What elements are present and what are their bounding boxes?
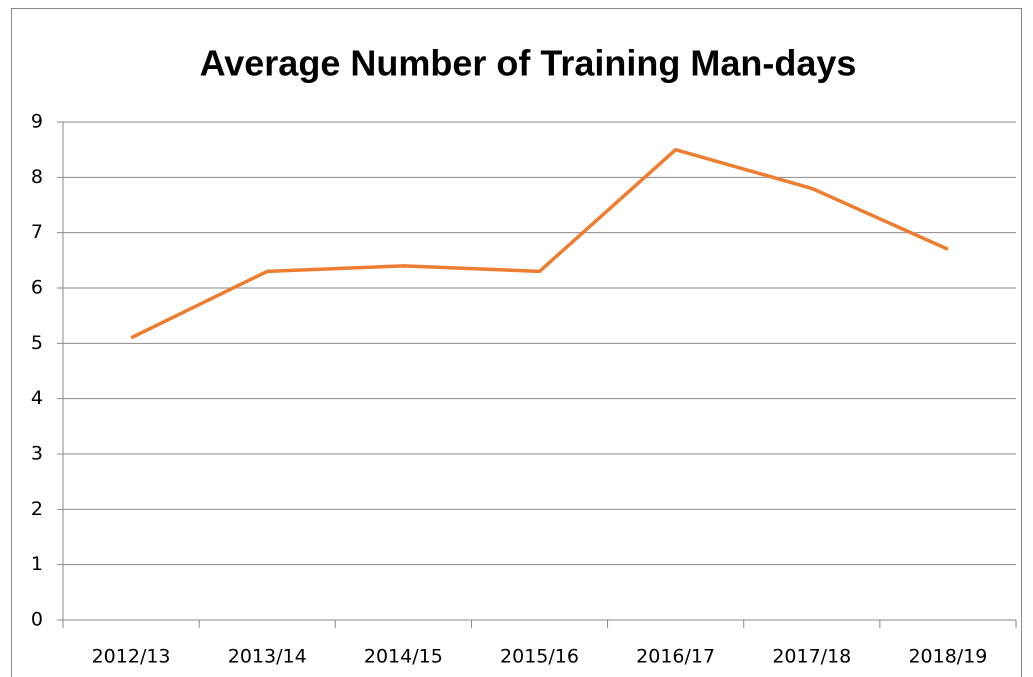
x-tick-label: 2013/14 — [228, 646, 307, 668]
x-tick-label: 2017/18 — [772, 646, 851, 668]
x-tick-label: 2018/19 — [908, 646, 987, 668]
x-tick-label: 2016/17 — [636, 646, 715, 668]
chart-border — [11, 8, 1022, 677]
x-tick-label: 2014/15 — [364, 646, 443, 668]
x-tick-label: 2015/16 — [500, 646, 579, 668]
y-tick-label: 1 — [31, 553, 43, 575]
y-tick-label: 9 — [31, 111, 43, 133]
y-tick-label: 4 — [31, 387, 43, 409]
y-tick-label: 7 — [31, 221, 43, 243]
y-tick-label: 5 — [31, 332, 43, 354]
x-tick-label: 2012/13 — [92, 646, 171, 668]
y-tick-label: 6 — [31, 277, 43, 299]
y-tick-label: 3 — [31, 443, 43, 465]
data-line — [130, 147, 949, 340]
chart-title: Average Number of Training Man-days — [200, 43, 857, 84]
y-tick-label: 8 — [31, 166, 43, 188]
y-tick-label: 2 — [31, 498, 43, 520]
y-tick-label: 0 — [31, 609, 43, 631]
